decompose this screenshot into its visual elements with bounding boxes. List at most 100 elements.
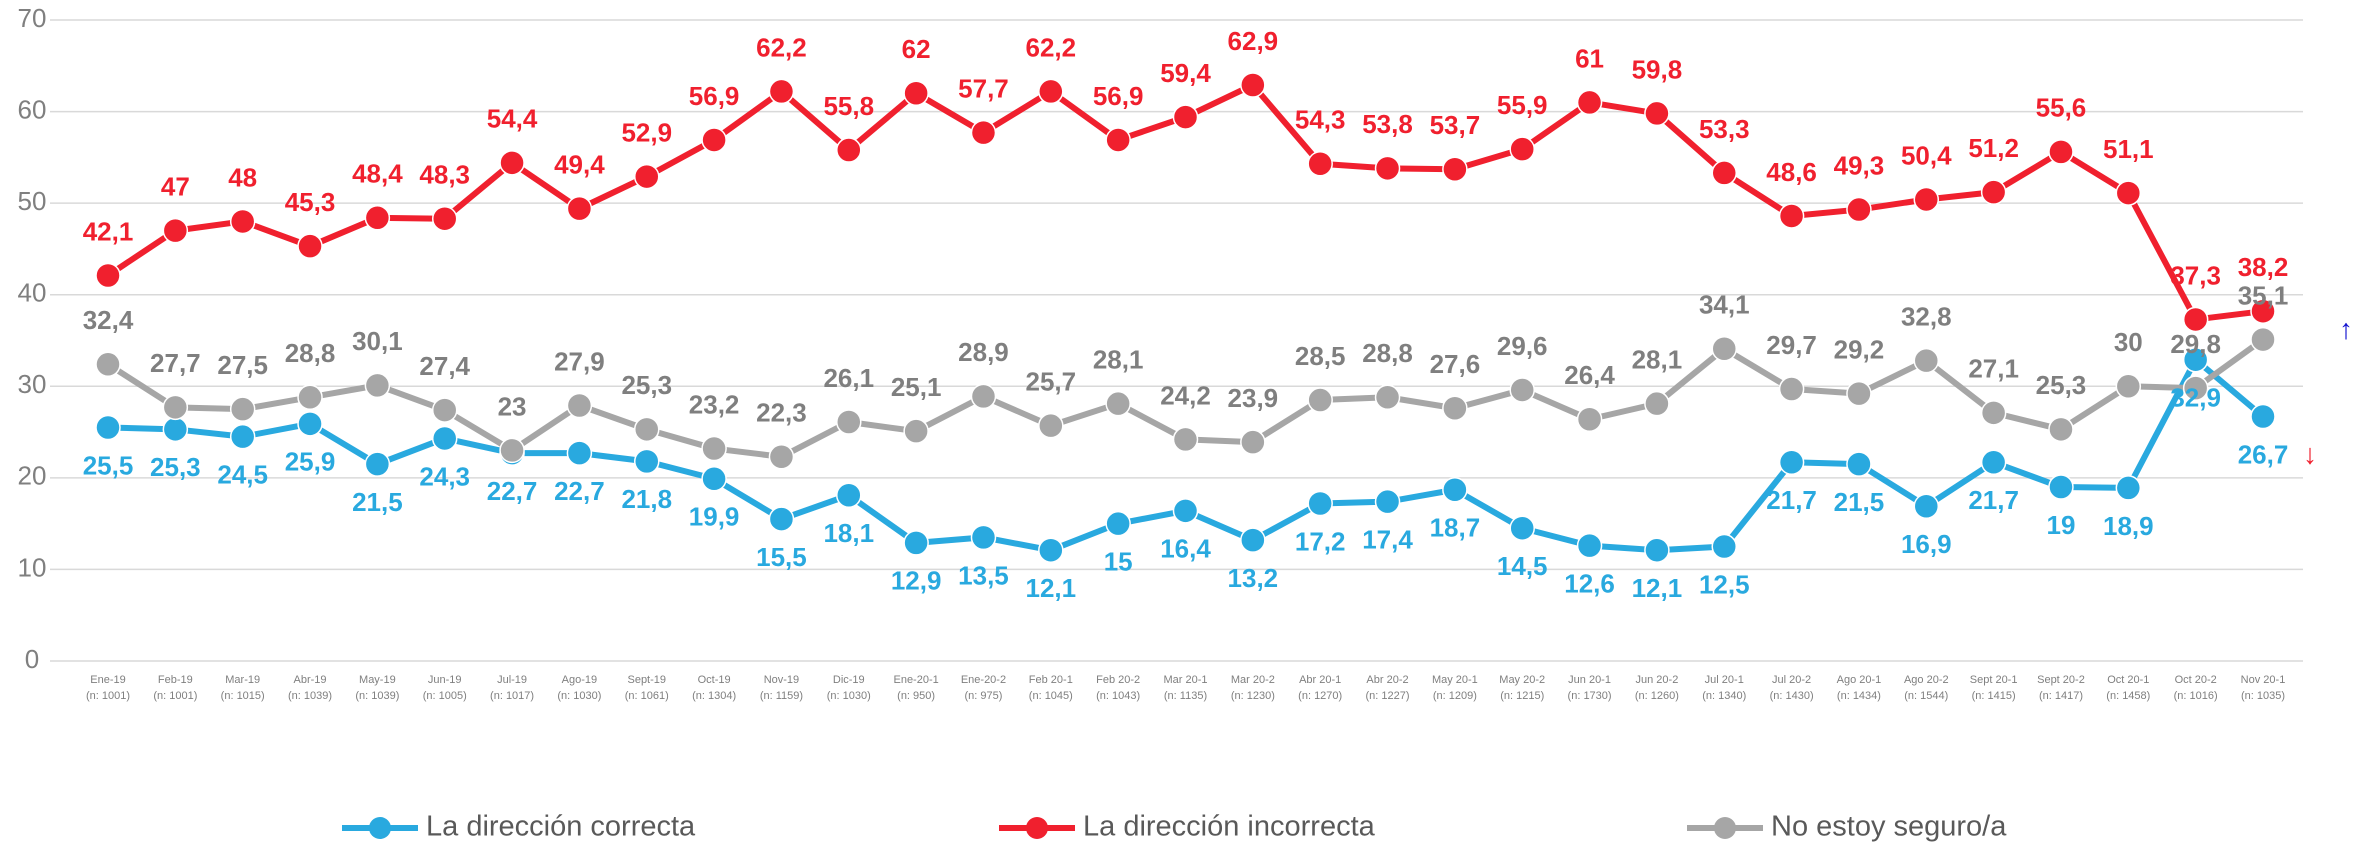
x-tick-label: Jun 20-2	[1636, 674, 1679, 686]
data-label: 28,1	[1093, 345, 1144, 375]
x-tick-label: Oct 20-2	[2175, 674, 2217, 686]
data-point	[431, 425, 458, 452]
x-tick-note: (n: 1043)	[1096, 690, 1140, 702]
data-label: 25,3	[2036, 370, 2087, 400]
x-tick-label: Mar 20-1	[1163, 674, 1207, 686]
data-label: 38,2	[2238, 252, 2289, 282]
data-label: 54,3	[1295, 105, 1346, 135]
data-point	[1240, 527, 1266, 553]
data-point	[634, 416, 660, 443]
y-tick-label: 30	[18, 369, 47, 399]
data-point	[1172, 498, 1199, 524]
data-label: 22,7	[554, 476, 605, 506]
data-label: 19,9	[689, 502, 740, 532]
data-label: 15,5	[756, 542, 807, 572]
data-point	[2182, 346, 2209, 373]
x-tick-label: Ene-20-1	[893, 674, 938, 686]
data-point	[1846, 196, 1872, 223]
y-tick-label: 40	[18, 278, 47, 308]
x-tick-label: Mar-19	[225, 674, 260, 686]
data-point	[1980, 400, 2007, 426]
data-point	[1711, 160, 1737, 186]
x-tick-note: (n: 1035)	[2241, 690, 2285, 702]
data-point	[566, 392, 593, 419]
trend-arrow: ↑	[2339, 313, 2353, 344]
data-point	[2182, 306, 2209, 333]
x-tick-note: (n: 1230)	[1231, 690, 1275, 702]
x-tick-note: (n: 1001)	[153, 690, 197, 702]
data-label: 34,1	[1699, 290, 1750, 320]
data-label: 17,4	[1362, 525, 1413, 555]
data-point	[1038, 412, 1064, 439]
data-point	[431, 397, 458, 423]
data-point	[1644, 537, 1670, 563]
data-label: 12,1	[1632, 573, 1683, 603]
data-label: 25,3	[150, 452, 201, 482]
data-point	[970, 524, 997, 551]
data-label: 17,2	[1295, 526, 1346, 556]
x-tick-note: (n: 1039)	[288, 690, 332, 702]
x-tick-note: (n: 1016)	[2174, 690, 2218, 702]
x-tick-label: Jun 20-1	[1568, 674, 1611, 686]
data-point	[903, 418, 929, 444]
x-tick-note: (n: 1227)	[1366, 690, 1410, 702]
data-label: 30	[2114, 327, 2143, 357]
data-point	[95, 262, 121, 289]
data-label: 62,9	[1228, 26, 1279, 56]
x-tick-label: May-19	[359, 674, 396, 686]
y-tick-label: 50	[18, 186, 47, 216]
x-tick-note: (n: 1417)	[2039, 690, 2083, 702]
data-label: 12,5	[1699, 569, 1750, 599]
x-tick-note: (n: 975)	[965, 690, 1003, 702]
y-tick-label: 20	[18, 461, 47, 491]
data-label: 21,7	[1968, 485, 2019, 515]
data-label: 45,3	[285, 187, 336, 217]
data-label: 48,6	[1766, 157, 1817, 187]
data-label: 57,7	[958, 74, 1009, 104]
legend-label: No estoy seguro/a	[1771, 811, 2007, 843]
data-label: 23	[498, 391, 527, 421]
data-point	[1980, 449, 2007, 476]
data-point	[297, 233, 323, 259]
data-label: 56,9	[689, 81, 740, 111]
data-label: 53,7	[1430, 110, 1481, 140]
data-point	[297, 384, 323, 411]
data-point	[634, 163, 660, 190]
data-point	[2115, 180, 2142, 206]
data-label: 26,1	[823, 363, 874, 393]
data-point	[1240, 72, 1266, 98]
data-point	[1778, 376, 1805, 402]
data-label: 13,5	[958, 560, 1009, 590]
data-label: 49,4	[554, 150, 605, 180]
data-label: 32,9	[2170, 383, 2221, 413]
data-label: 29,7	[1766, 330, 1817, 360]
data-point	[768, 444, 795, 470]
x-tick-label: Sept 20-2	[2037, 674, 2085, 686]
data-label: 28,5	[1295, 341, 1346, 371]
data-label: 50,4	[1901, 140, 1952, 170]
x-tick-note: (n: 1430)	[1770, 690, 1814, 702]
y-tick-label: 0	[25, 644, 39, 674]
x-tick-note: (n: 1017)	[490, 690, 534, 702]
data-label: 27,7	[150, 348, 201, 378]
data-label: 37,3	[2170, 260, 2221, 290]
data-point	[970, 119, 997, 146]
data-label: 27,9	[554, 346, 605, 376]
x-tick-label: Abr 20-2	[1366, 674, 1408, 686]
data-label: 22,3	[756, 398, 807, 428]
data-point	[229, 396, 256, 422]
data-point	[364, 372, 391, 399]
data-label: 32,8	[1901, 302, 1952, 332]
x-tick-note: (n: 1260)	[1635, 690, 1679, 702]
data-label: 48,4	[352, 159, 403, 189]
data-label: 55,8	[823, 91, 874, 121]
x-tick-note: (n: 1061)	[625, 690, 669, 702]
x-tick-label: Abr 20-1	[1299, 674, 1341, 686]
data-point	[2182, 375, 2209, 401]
data-point	[1442, 156, 1468, 183]
data-label: 25,7	[1026, 367, 1077, 397]
data-point	[1442, 477, 1468, 503]
data-point	[1374, 384, 1401, 411]
legend-label: La dirección correcta	[426, 811, 696, 843]
